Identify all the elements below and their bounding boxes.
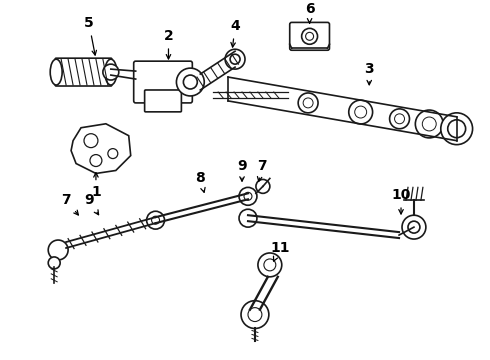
Ellipse shape — [105, 59, 117, 85]
Text: 8: 8 — [196, 171, 205, 192]
Circle shape — [298, 93, 318, 113]
Circle shape — [416, 110, 443, 138]
Circle shape — [176, 68, 204, 96]
Text: 9: 9 — [237, 158, 247, 181]
Circle shape — [147, 211, 165, 229]
Circle shape — [256, 179, 270, 193]
Circle shape — [422, 117, 436, 131]
Text: 7: 7 — [257, 158, 267, 181]
Text: 9: 9 — [84, 193, 98, 215]
Circle shape — [302, 28, 318, 44]
Circle shape — [48, 240, 68, 260]
Circle shape — [355, 106, 367, 118]
Text: 2: 2 — [164, 29, 173, 59]
Circle shape — [90, 154, 102, 167]
FancyBboxPatch shape — [290, 22, 329, 50]
Circle shape — [258, 253, 282, 277]
Text: 10: 10 — [392, 188, 411, 214]
Text: 6: 6 — [305, 3, 315, 23]
Text: 3: 3 — [365, 62, 374, 85]
Circle shape — [244, 192, 252, 200]
Circle shape — [230, 54, 240, 64]
Circle shape — [225, 49, 245, 69]
Circle shape — [84, 134, 98, 148]
Text: 1: 1 — [91, 173, 101, 199]
Circle shape — [349, 100, 372, 124]
Circle shape — [394, 114, 405, 124]
Polygon shape — [71, 124, 131, 174]
FancyBboxPatch shape — [134, 61, 193, 103]
Ellipse shape — [50, 59, 62, 85]
Circle shape — [108, 149, 118, 158]
Circle shape — [448, 120, 466, 138]
Circle shape — [408, 221, 420, 233]
Circle shape — [241, 301, 269, 328]
Text: 5: 5 — [84, 17, 97, 55]
Circle shape — [390, 109, 410, 129]
Circle shape — [306, 32, 314, 40]
FancyBboxPatch shape — [145, 90, 181, 112]
Circle shape — [441, 113, 472, 145]
Circle shape — [239, 209, 257, 227]
Circle shape — [402, 215, 426, 239]
Circle shape — [151, 216, 160, 224]
Circle shape — [103, 64, 119, 80]
FancyBboxPatch shape — [55, 58, 112, 86]
Circle shape — [264, 259, 276, 271]
Circle shape — [48, 257, 60, 269]
Circle shape — [183, 75, 197, 89]
Circle shape — [239, 187, 257, 205]
Circle shape — [303, 98, 313, 108]
Text: 7: 7 — [61, 193, 78, 215]
Text: 4: 4 — [230, 19, 240, 47]
Text: 11: 11 — [270, 241, 290, 261]
Circle shape — [248, 308, 262, 321]
